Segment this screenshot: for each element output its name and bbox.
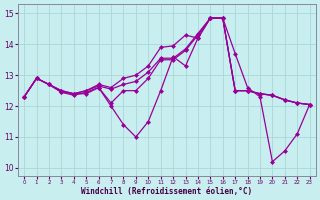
X-axis label: Windchill (Refroidissement éolien,°C): Windchill (Refroidissement éolien,°C) <box>81 187 252 196</box>
